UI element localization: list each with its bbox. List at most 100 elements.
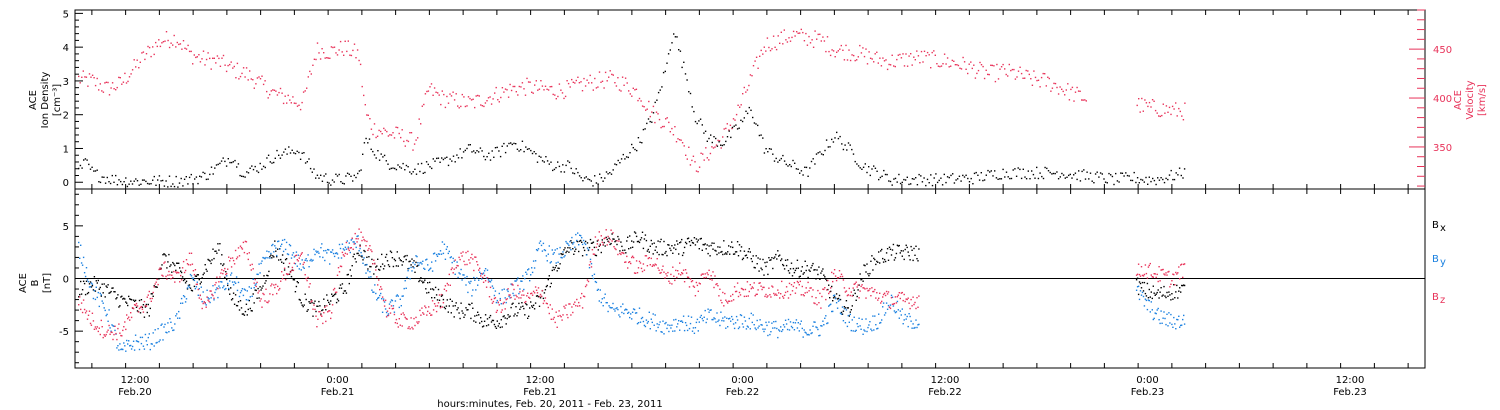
data-point [364,250,366,253]
data-point [156,286,158,288]
data-point [743,316,746,318]
data-point [460,268,462,271]
data-point [101,326,103,328]
data-point [716,312,718,314]
data-point [496,146,498,149]
data-point [742,326,745,328]
data-point [1005,171,1008,173]
data-point [676,36,678,38]
data-point [660,238,662,241]
data-point [401,264,403,266]
data-point [615,240,617,242]
data-point [557,267,559,269]
data-point [298,257,300,259]
data-point [893,178,895,180]
data-point [1098,176,1100,178]
data-point [542,302,545,305]
data-point [936,63,938,65]
data-point [392,167,394,169]
data-point [254,289,256,291]
data-point [792,267,795,270]
data-point [582,295,585,297]
data-point [603,87,605,89]
data-point [105,333,107,336]
data-point [990,170,992,172]
data-point [442,158,445,161]
data-point [303,152,305,154]
data-point [746,281,749,283]
data-point [447,284,449,286]
data-point [652,264,654,266]
data-point [418,118,420,120]
data-point [913,247,915,250]
data-point [206,270,208,272]
data-point [103,283,105,285]
data-point [872,315,874,317]
data-point [398,132,400,135]
data-point [350,247,352,249]
data-point [420,261,422,264]
data-point [396,294,398,296]
data-point [860,52,863,54]
data-point [126,302,128,304]
data-point [798,330,800,332]
data-point [325,309,327,311]
data-point [118,306,120,308]
data-point [80,280,82,283]
data-point [138,307,141,310]
data-point [410,317,412,319]
data-point [730,295,732,297]
data-point [691,280,694,282]
data-point [382,298,385,300]
data-point [561,253,563,256]
data-point [261,260,263,262]
data-point [335,52,337,54]
data-point [384,129,386,131]
data-point [104,309,106,312]
data-point [714,318,716,320]
data-point [588,267,591,269]
data-point [816,269,818,271]
data-point [712,318,714,321]
data-point [444,258,447,260]
data-point [78,304,80,306]
data-point [473,150,475,152]
data-point [839,135,841,138]
data-point [898,244,900,247]
data-point [796,327,799,329]
data-point [176,262,178,264]
data-point [429,312,431,314]
data-point [1027,70,1029,72]
data-point [180,279,183,281]
data-point [643,269,646,271]
data-point [351,237,353,239]
data-point [959,67,961,69]
data-point [552,266,554,269]
data-point [761,324,763,326]
data-point [480,104,482,106]
data-point [248,286,250,288]
data-point [1176,115,1178,117]
data-point [729,300,731,302]
data-point [601,298,603,300]
data-point [1153,317,1155,320]
data-point [896,58,898,61]
data-point [1172,178,1174,181]
data-point [318,311,320,313]
data-point [836,277,839,279]
data-point [1036,79,1038,82]
data-point [155,342,157,344]
data-point [421,105,423,107]
data-point [801,327,803,330]
data-point [130,298,132,301]
data-point [202,273,204,276]
data-point [609,70,611,72]
data-point [154,329,156,331]
data-point [105,314,107,317]
data-point [772,35,775,37]
data-point [211,293,213,296]
data-point [106,176,108,179]
data-point [784,259,787,261]
data-point [697,330,699,332]
data-point [732,293,734,296]
